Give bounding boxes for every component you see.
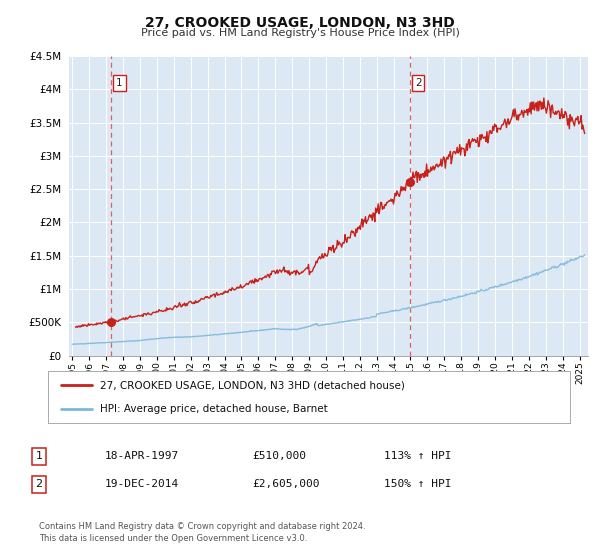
- Text: Contains HM Land Registry data © Crown copyright and database right 2024.: Contains HM Land Registry data © Crown c…: [39, 522, 365, 531]
- Text: £2,605,000: £2,605,000: [252, 479, 320, 489]
- Text: 18-APR-1997: 18-APR-1997: [105, 451, 179, 461]
- Text: 1: 1: [116, 78, 123, 88]
- Text: HPI: Average price, detached house, Barnet: HPI: Average price, detached house, Barn…: [100, 404, 328, 414]
- Text: 19-DEC-2014: 19-DEC-2014: [105, 479, 179, 489]
- Text: This data is licensed under the Open Government Licence v3.0.: This data is licensed under the Open Gov…: [39, 534, 307, 543]
- Text: 27, CROOKED USAGE, LONDON, N3 3HD: 27, CROOKED USAGE, LONDON, N3 3HD: [145, 16, 455, 30]
- Text: £510,000: £510,000: [252, 451, 306, 461]
- Text: 2: 2: [35, 479, 43, 489]
- Text: 1: 1: [35, 451, 43, 461]
- Text: 150% ↑ HPI: 150% ↑ HPI: [384, 479, 452, 489]
- Text: 27, CROOKED USAGE, LONDON, N3 3HD (detached house): 27, CROOKED USAGE, LONDON, N3 3HD (detac…: [100, 380, 405, 390]
- Text: Price paid vs. HM Land Registry's House Price Index (HPI): Price paid vs. HM Land Registry's House …: [140, 28, 460, 38]
- Text: 2: 2: [415, 78, 422, 88]
- Text: 113% ↑ HPI: 113% ↑ HPI: [384, 451, 452, 461]
